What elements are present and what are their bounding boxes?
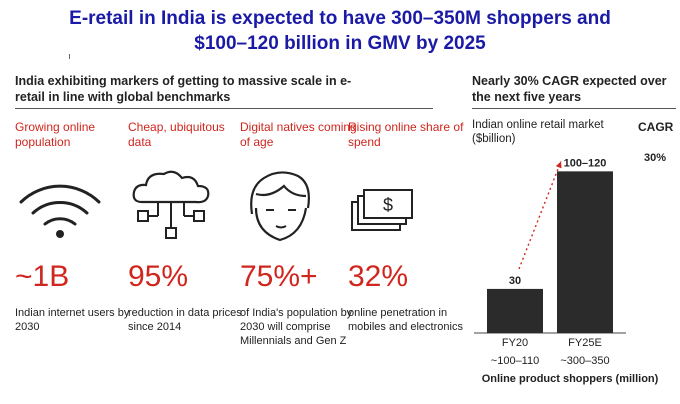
svg-text:$: $ (383, 195, 393, 215)
shopper-value-fy25e: ~300–350 (560, 355, 610, 367)
shopper-caption: Online product shoppers (million) (481, 373, 659, 385)
page-title: E-retail in India is expected to have 30… (0, 6, 680, 56)
cagr-label: CAGR (638, 120, 674, 134)
data-label-fy20: 30 (509, 275, 521, 287)
cagr-value: 30% (644, 152, 667, 164)
column-heading: Growing online population (15, 120, 96, 149)
data-label-fy25e: 100–120 (564, 157, 607, 169)
stat-description: reduction in data prices since 2014 (128, 307, 242, 333)
stat-value: 75%+ (240, 260, 318, 293)
x-tick-label-fy20: FY20 (501, 337, 529, 349)
retail-market-bar-chart: 30 100–120 (474, 157, 626, 334)
column-heading: Cheap, ubiquitous data (128, 120, 225, 149)
stat-column-digital-natives: Digital natives coming of age 75%+ of In… (240, 120, 358, 347)
stat-description: online penetration in mobiles and electr… (348, 307, 463, 333)
title-line-1: E-retail in India is expected to have 30… (69, 8, 611, 29)
bar-fy25e (557, 171, 613, 333)
cash-icon: $ (351, 189, 413, 231)
column-heading: Digital natives coming of age (240, 120, 357, 149)
stat-description: of India's population by 2030 will compr… (240, 307, 353, 347)
stat-column-online-population: Growing online population ~1B Indian int… (15, 120, 133, 333)
x-tick-label-fy25e: FY25E (568, 337, 602, 349)
title-line-2: $100–120 billion in GMV by 2025 (194, 33, 486, 54)
stat-column-data-prices: Cheap, ubiquitous data 95% reduction in … (128, 120, 246, 333)
stat-description: Indian internet users by 2030 (15, 307, 130, 333)
bar-fy20 (487, 288, 543, 333)
left-section-heading: India exhibiting markers of getting to m… (15, 74, 352, 104)
shopper-value-fy20: ~100–110 (490, 355, 540, 367)
stat-value: 32% (348, 260, 409, 293)
right-section-heading: Nearly 30% CAGR expected over the next f… (472, 74, 667, 104)
stat-value: ~1B (15, 260, 70, 293)
column-heading: Rising online share of spend (348, 120, 464, 149)
wifi-icon (19, 184, 101, 238)
cloud-network-icon (132, 170, 210, 239)
right-divider (472, 108, 676, 109)
person-head-icon (250, 171, 310, 242)
stat-value: 95% (128, 260, 189, 293)
cagr-arrow (518, 161, 562, 270)
cagr-arrow-head (555, 161, 562, 169)
chart-ylabel: Indian online retail market ($billion) (472, 119, 604, 145)
stray-mark (69, 54, 70, 59)
left-divider (15, 108, 433, 109)
stat-column-online-spend: Rising online share of spend $ 32% onlin… (348, 120, 466, 333)
